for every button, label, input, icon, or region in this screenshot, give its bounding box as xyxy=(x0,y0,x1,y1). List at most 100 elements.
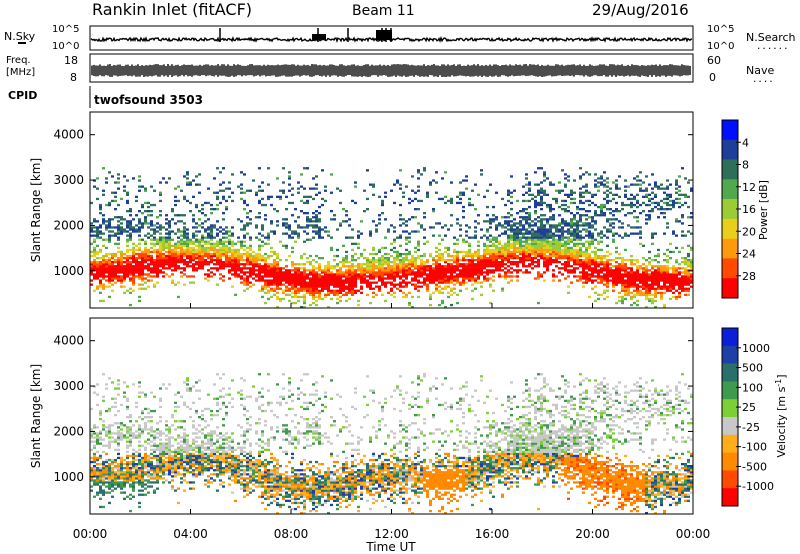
power-cell xyxy=(345,293,348,296)
power-cell xyxy=(312,287,315,290)
power-cell xyxy=(228,230,231,233)
power-cell xyxy=(351,248,354,252)
power-cell xyxy=(198,261,201,264)
power-cell xyxy=(582,173,585,176)
power-cell xyxy=(681,230,684,233)
power-cell xyxy=(264,301,267,305)
power-cell xyxy=(141,259,144,262)
power-cell xyxy=(294,240,297,243)
power-cell xyxy=(120,261,123,264)
power-cell xyxy=(345,285,348,288)
power-cell xyxy=(513,246,516,250)
power-cell xyxy=(528,254,531,258)
power-cell xyxy=(546,246,549,250)
power-cell xyxy=(585,240,588,243)
power-cell xyxy=(171,261,174,264)
power-cell xyxy=(549,181,552,184)
power-cell xyxy=(180,252,183,256)
colorbar-tick-label: 8 xyxy=(742,159,749,172)
power-cell xyxy=(141,277,144,280)
power-cell xyxy=(636,287,639,290)
power-cell xyxy=(303,293,306,296)
power-cell xyxy=(204,263,207,266)
power-cell xyxy=(555,259,558,262)
power-cell xyxy=(516,269,519,272)
power-cell xyxy=(399,183,402,186)
power-cell xyxy=(327,265,330,268)
power-cell xyxy=(474,267,477,270)
power-cell xyxy=(363,279,366,282)
power-cell xyxy=(513,261,516,264)
power-cell xyxy=(96,285,99,288)
power-cell xyxy=(468,236,471,239)
power-cell xyxy=(171,250,174,254)
power-cell xyxy=(642,293,645,296)
power-cell xyxy=(147,259,150,262)
power-cell xyxy=(243,279,246,282)
power-cell xyxy=(669,273,672,276)
power-cell xyxy=(630,281,633,284)
power-cell xyxy=(144,216,147,219)
power-cell xyxy=(162,254,165,258)
power-cell xyxy=(228,181,231,184)
power-cell xyxy=(609,208,612,211)
power-cell xyxy=(462,191,465,194)
power-cell xyxy=(132,261,135,264)
power-cell xyxy=(612,271,615,274)
power-cell xyxy=(435,277,438,280)
power-cell xyxy=(327,287,330,290)
power-cell xyxy=(459,201,462,205)
power-cell xyxy=(90,226,93,229)
power-cell xyxy=(636,183,639,186)
power-cell xyxy=(267,273,270,276)
power-cell xyxy=(285,275,288,278)
power-cell xyxy=(651,281,654,284)
power-cell xyxy=(462,281,465,284)
power-cell xyxy=(486,214,489,217)
power-cell xyxy=(582,269,585,272)
power-cell xyxy=(222,242,225,245)
power-cell xyxy=(324,267,327,270)
power-cell xyxy=(168,232,171,235)
power-cell xyxy=(420,199,423,203)
power-cell xyxy=(138,210,141,213)
power-cell xyxy=(126,261,129,264)
power-cell xyxy=(219,230,222,233)
power-cell xyxy=(291,273,294,276)
power-cell xyxy=(528,265,531,268)
power-cell xyxy=(384,246,387,250)
power-cell xyxy=(651,173,654,176)
power-cell xyxy=(567,248,570,252)
power-cell xyxy=(141,269,144,272)
power-cell xyxy=(648,289,651,292)
power-cell xyxy=(288,273,291,276)
power-cell xyxy=(405,220,408,223)
power-cell xyxy=(534,248,537,252)
power-cell xyxy=(327,263,330,266)
power-cell xyxy=(492,254,495,258)
power-cell xyxy=(297,263,300,266)
power-cell xyxy=(492,205,495,209)
power-cell xyxy=(405,224,408,227)
power-cell xyxy=(123,265,126,268)
power-cell xyxy=(384,273,387,276)
power-cell xyxy=(219,252,222,256)
power-cell xyxy=(138,283,141,286)
power-cell xyxy=(495,236,498,239)
power-cell xyxy=(291,230,294,233)
power-cell xyxy=(432,259,435,262)
power-cell xyxy=(603,203,606,207)
power-cell xyxy=(207,257,210,260)
power-cell xyxy=(414,230,417,233)
power-cell xyxy=(582,191,585,194)
power-cell xyxy=(423,271,426,274)
power-cell xyxy=(108,236,111,239)
power-cell xyxy=(654,306,657,309)
power-cell xyxy=(279,259,282,262)
power-cell xyxy=(183,283,186,286)
power-cell xyxy=(369,263,372,266)
power-cell xyxy=(684,271,687,274)
power-cell xyxy=(606,277,609,280)
power-cell xyxy=(540,240,543,243)
power-cell xyxy=(333,275,336,278)
